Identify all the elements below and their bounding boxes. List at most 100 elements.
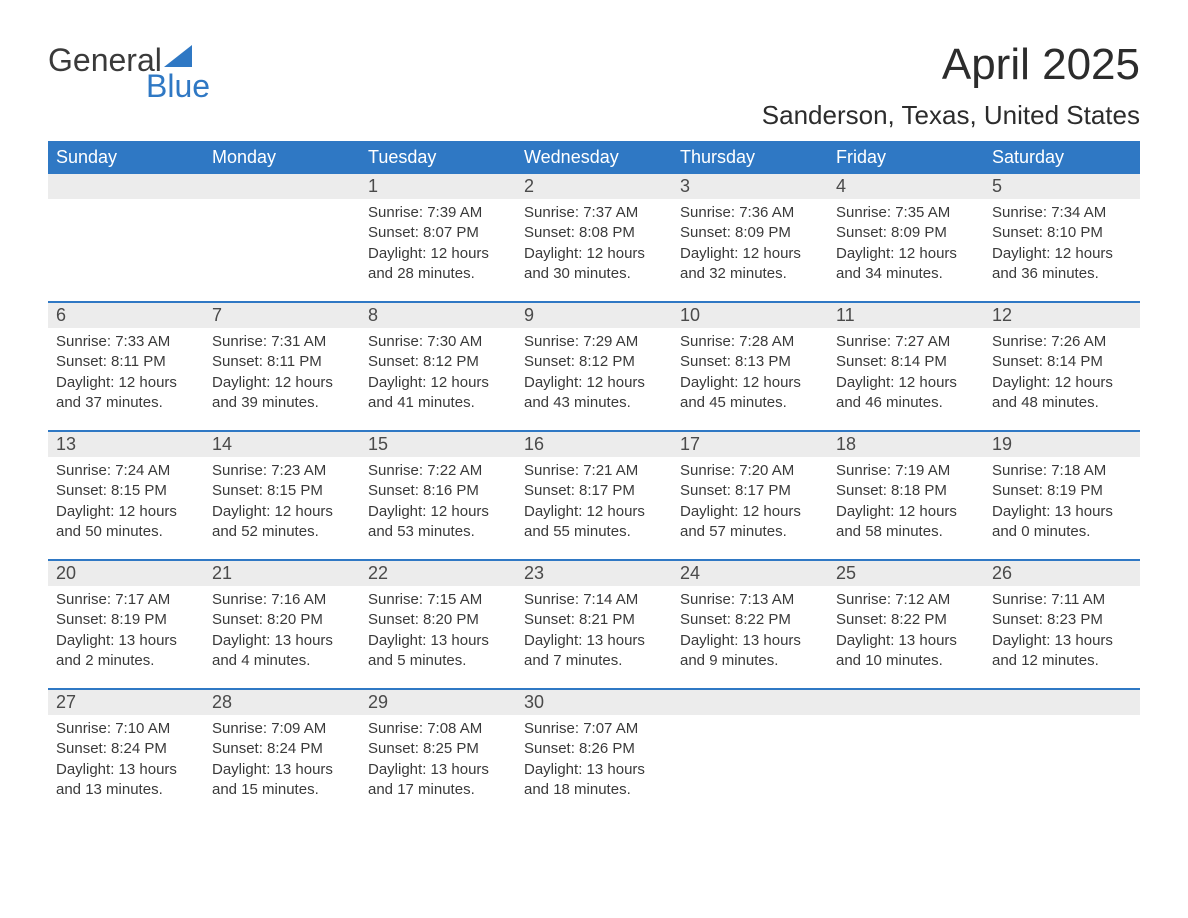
daylight-line-2: and 39 minutes. — [212, 393, 352, 413]
day-number: 3 — [672, 174, 828, 199]
day-body: Sunrise: 7:31 AMSunset: 8:11 PMDaylight:… — [204, 328, 360, 423]
sunset-label: Sunset: — [56, 611, 111, 628]
header: General Blue April 2025 Sanderson, Texas… — [48, 40, 1140, 131]
sunrise-label: Sunrise: — [524, 204, 583, 221]
sunrise-value: 7:17 AM — [115, 591, 170, 608]
sunset-line: Sunset: 8:09 PM — [680, 223, 820, 243]
sunrise-label: Sunrise: — [992, 333, 1051, 350]
day-body: Sunrise: 7:28 AMSunset: 8:13 PMDaylight:… — [672, 328, 828, 423]
day-cell — [984, 690, 1140, 818]
daylight-line-1: Daylight: 12 hours — [56, 502, 196, 522]
sunrise-value: 7:39 AM — [427, 204, 482, 221]
daylight-line-2: and 34 minutes. — [836, 264, 976, 284]
day-body: Sunrise: 7:18 AMSunset: 8:19 PMDaylight:… — [984, 457, 1140, 552]
sunrise-value: 7:14 AM — [583, 591, 638, 608]
location-subtitle: Sanderson, Texas, United States — [762, 100, 1140, 131]
daylight-line-1: Daylight: 12 hours — [680, 244, 820, 264]
day-cell: 4Sunrise: 7:35 AMSunset: 8:09 PMDaylight… — [828, 174, 984, 302]
daylight-line-2: and 41 minutes. — [368, 393, 508, 413]
day-cell: 10Sunrise: 7:28 AMSunset: 8:13 PMDayligh… — [672, 303, 828, 431]
sunset-line: Sunset: 8:14 PM — [836, 352, 976, 372]
sunrise-value: 7:34 AM — [1051, 204, 1106, 221]
sunrise-line: Sunrise: 7:17 AM — [56, 590, 196, 610]
daylight-line-2: and 18 minutes. — [524, 780, 664, 800]
daylight-line-1: Daylight: 13 hours — [992, 502, 1132, 522]
sunset-value: 8:17 PM — [579, 482, 635, 499]
sunrise-line: Sunrise: 7:31 AM — [212, 332, 352, 352]
sunrise-line: Sunrise: 7:24 AM — [56, 461, 196, 481]
day-number: 4 — [828, 174, 984, 199]
sunset-label: Sunset: — [368, 740, 423, 757]
sunrise-line: Sunrise: 7:15 AM — [368, 590, 508, 610]
sunrise-value: 7:09 AM — [271, 720, 326, 737]
sunrise-value: 7:28 AM — [739, 333, 794, 350]
sunrise-value: 7:23 AM — [271, 462, 326, 479]
day-number-empty — [672, 690, 828, 715]
sunset-line: Sunset: 8:12 PM — [368, 352, 508, 372]
sunrise-value: 7:22 AM — [427, 462, 482, 479]
sunset-line: Sunset: 8:11 PM — [212, 352, 352, 372]
day-body: Sunrise: 7:29 AMSunset: 8:12 PMDaylight:… — [516, 328, 672, 423]
day-body: Sunrise: 7:20 AMSunset: 8:17 PMDaylight:… — [672, 457, 828, 552]
sunrise-label: Sunrise: — [992, 204, 1051, 221]
sunrise-value: 7:18 AM — [1051, 462, 1106, 479]
daylight-line-1: Daylight: 12 hours — [992, 244, 1132, 264]
day-cell: 21Sunrise: 7:16 AMSunset: 8:20 PMDayligh… — [204, 561, 360, 689]
day-number: 22 — [360, 561, 516, 586]
sunrise-label: Sunrise: — [524, 720, 583, 737]
sunrise-label: Sunrise: — [680, 591, 739, 608]
sunset-label: Sunset: — [368, 611, 423, 628]
sunset-value: 8:19 PM — [1047, 482, 1103, 499]
day-body: Sunrise: 7:22 AMSunset: 8:16 PMDaylight:… — [360, 457, 516, 552]
day-number: 16 — [516, 432, 672, 457]
weekday-header: Friday — [828, 141, 984, 174]
day-number: 5 — [984, 174, 1140, 199]
sunrise-line: Sunrise: 7:22 AM — [368, 461, 508, 481]
sunset-label: Sunset: — [368, 224, 423, 241]
day-number: 11 — [828, 303, 984, 328]
sunset-value: 8:24 PM — [111, 740, 167, 757]
sunrise-label: Sunrise: — [368, 333, 427, 350]
day-cell: 20Sunrise: 7:17 AMSunset: 8:19 PMDayligh… — [48, 561, 204, 689]
day-cell: 23Sunrise: 7:14 AMSunset: 8:21 PMDayligh… — [516, 561, 672, 689]
sunrise-label: Sunrise: — [524, 333, 583, 350]
sunset-label: Sunset: — [524, 224, 579, 241]
weekday-header-row: SundayMondayTuesdayWednesdayThursdayFrid… — [48, 141, 1140, 174]
sunset-label: Sunset: — [680, 353, 735, 370]
day-cell: 12Sunrise: 7:26 AMSunset: 8:14 PMDayligh… — [984, 303, 1140, 431]
sunrise-label: Sunrise: — [368, 462, 427, 479]
sunset-line: Sunset: 8:20 PM — [368, 610, 508, 630]
daylight-line-1: Daylight: 13 hours — [836, 631, 976, 651]
day-body: Sunrise: 7:21 AMSunset: 8:17 PMDaylight:… — [516, 457, 672, 552]
daylight-line-2: and 28 minutes. — [368, 264, 508, 284]
sunset-label: Sunset: — [212, 482, 267, 499]
week-row: 20Sunrise: 7:17 AMSunset: 8:19 PMDayligh… — [48, 561, 1140, 689]
day-number: 30 — [516, 690, 672, 715]
sunrise-value: 7:07 AM — [583, 720, 638, 737]
sunrise-label: Sunrise: — [680, 204, 739, 221]
day-cell: 13Sunrise: 7:24 AMSunset: 8:15 PMDayligh… — [48, 432, 204, 560]
day-body: Sunrise: 7:33 AMSunset: 8:11 PMDaylight:… — [48, 328, 204, 423]
daylight-line-1: Daylight: 12 hours — [836, 502, 976, 522]
sunset-label: Sunset: — [212, 353, 267, 370]
sunrise-line: Sunrise: 7:19 AM — [836, 461, 976, 481]
daylight-line-2: and 50 minutes. — [56, 522, 196, 542]
day-cell: 29Sunrise: 7:08 AMSunset: 8:25 PMDayligh… — [360, 690, 516, 818]
daylight-line-1: Daylight: 12 hours — [212, 373, 352, 393]
sunrise-line: Sunrise: 7:23 AM — [212, 461, 352, 481]
daylight-line-2: and 52 minutes. — [212, 522, 352, 542]
day-body: Sunrise: 7:14 AMSunset: 8:21 PMDaylight:… — [516, 586, 672, 681]
sunrise-value: 7:10 AM — [115, 720, 170, 737]
sunset-line: Sunset: 8:08 PM — [524, 223, 664, 243]
sunrise-line: Sunrise: 7:29 AM — [524, 332, 664, 352]
sunset-value: 8:07 PM — [423, 224, 479, 241]
day-cell — [204, 174, 360, 302]
sunset-label: Sunset: — [836, 353, 891, 370]
sunset-label: Sunset: — [680, 611, 735, 628]
sunset-label: Sunset: — [836, 224, 891, 241]
daylight-line-1: Daylight: 13 hours — [680, 631, 820, 651]
day-number: 1 — [360, 174, 516, 199]
daylight-line-2: and 36 minutes. — [992, 264, 1132, 284]
sunset-line: Sunset: 8:15 PM — [212, 481, 352, 501]
sunset-value: 8:11 PM — [111, 353, 166, 370]
